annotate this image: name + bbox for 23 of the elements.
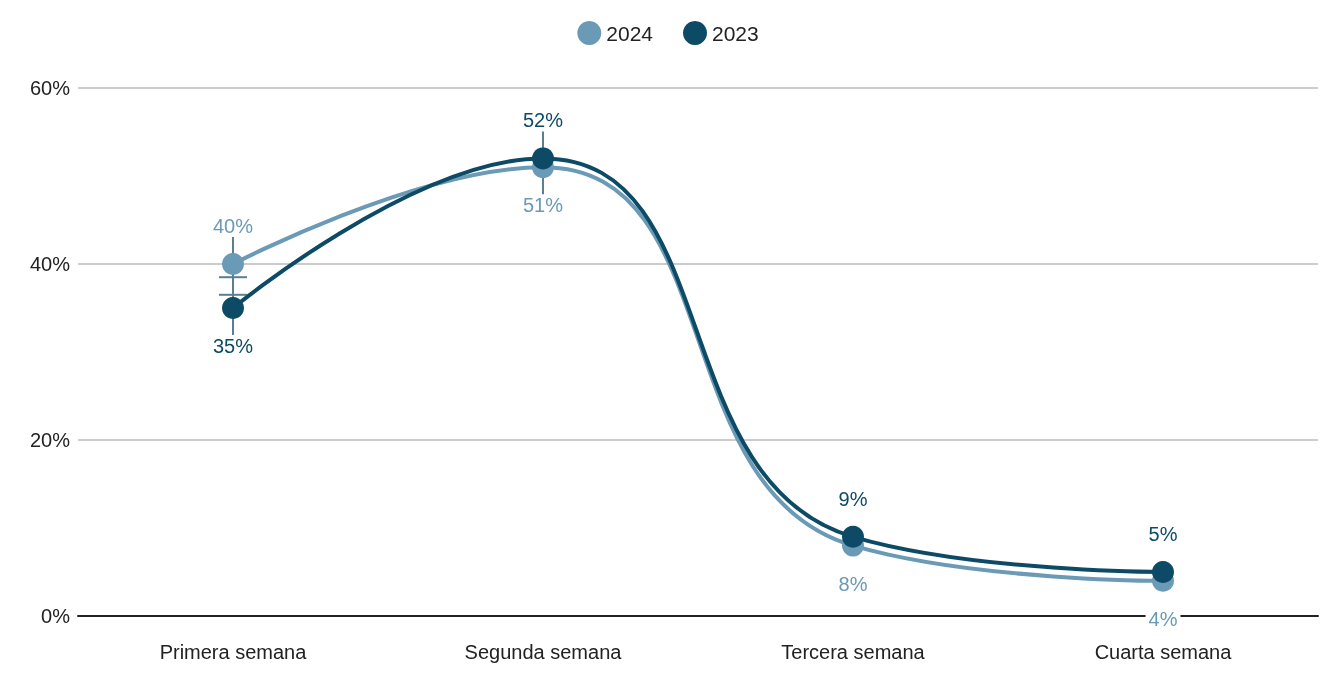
y-tick-label: 40% <box>29 253 71 275</box>
y-tick-label: 20% <box>29 429 71 451</box>
data-label: 4% <box>1148 607 1178 630</box>
legend-label: 2023 <box>712 21 759 45</box>
data-label: 9% <box>838 487 868 510</box>
data-label: 5% <box>1148 523 1178 545</box>
point <box>842 525 864 548</box>
point <box>1152 561 1174 583</box>
x-tick-label: Tercera semana <box>781 641 926 663</box>
x-tick-label: Cuarta semana <box>1094 641 1233 663</box>
point <box>222 253 244 275</box>
x-tick-label: Segunda semana <box>464 641 623 663</box>
data-label: 52% <box>522 109 564 132</box>
legend-label: 2024 <box>606 21 654 45</box>
x-tick-label: Primera semana <box>159 641 308 663</box>
data-label: 40% <box>212 215 254 237</box>
point <box>222 297 244 319</box>
data-label: 35% <box>212 335 254 357</box>
data-label: 51% <box>522 194 564 217</box>
y-tick-label: 0% <box>41 605 71 627</box>
y-tick-label: 60% <box>29 77 71 99</box>
point <box>532 147 554 170</box>
data-label: 8% <box>838 572 868 595</box>
